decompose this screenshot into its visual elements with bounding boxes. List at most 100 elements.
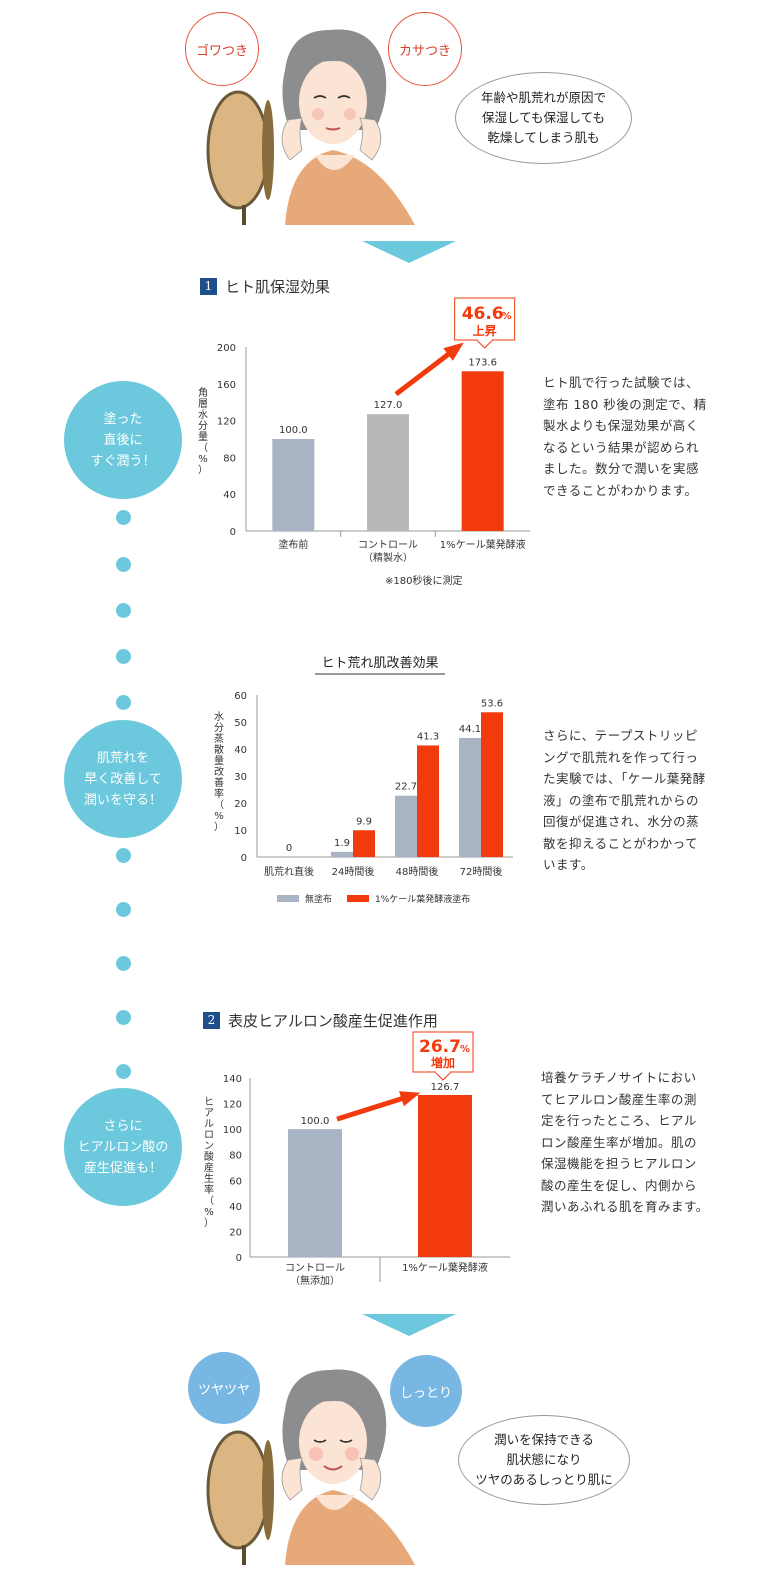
- bar-treated: [353, 830, 375, 857]
- timeline-circle-immediate: 塗った 直後に すぐ潤う！: [64, 381, 182, 499]
- desc-line: 潤いあふれる肌を育みます。: [541, 1199, 709, 1214]
- timeline-dot: [116, 695, 131, 710]
- x-category-label: 72時間後: [460, 865, 503, 878]
- callout-label: 増加: [431, 1055, 455, 1070]
- y-axis-label-char: 分: [198, 420, 208, 432]
- bar-treated: [417, 745, 439, 857]
- legend-swatch: [347, 895, 369, 902]
- timeline-dot: [116, 603, 131, 618]
- y-axis-label-char: 改: [214, 765, 224, 778]
- y-tick-label: 40: [234, 745, 247, 756]
- bubble-shittori-label: しっとり: [399, 1385, 452, 1401]
- y-axis-label-char: 水: [214, 711, 224, 723]
- circle-line: すぐ潤う！: [90, 453, 156, 469]
- callout-arrow-head-icon: [443, 342, 464, 361]
- y-tick-label: 120: [223, 1100, 242, 1111]
- x-category-label: 48時間後: [396, 865, 439, 878]
- y-axis-label: ヒアルロン酸産生率（%）: [204, 1096, 214, 1229]
- bar-value-label: 100.0: [301, 1116, 330, 1127]
- y-axis-label-char: 率: [214, 787, 224, 800]
- x-category-label: （精製水）: [363, 551, 413, 564]
- bar-value-label: 41.3: [417, 731, 439, 742]
- y-tick-label: 60: [229, 1176, 242, 1187]
- bar-value-label: 53.6: [481, 698, 503, 709]
- legend-label: 無塗布: [305, 893, 332, 905]
- x-category-label: 1%ケール葉発酵液: [440, 538, 526, 551]
- circle-line: 早く改善して: [84, 771, 162, 787]
- circle-line: さらに: [103, 1118, 143, 1134]
- callout-pointer: [433, 1071, 453, 1081]
- bar-value-label: 100.0: [279, 425, 308, 436]
- x-category-label: 1%ケール葉発酵液: [402, 1261, 488, 1274]
- speech-bubble-top: 年齢や肌荒れが原因で 保湿しても保湿しても 乾燥してしまう肌も: [455, 72, 632, 164]
- y-axis-label-char: 散: [214, 743, 224, 756]
- desc-line: なるという結果が認められ: [543, 439, 700, 455]
- speech-bubble-bottom: 潤いを保持できる 肌状態になり ツヤのあるしっとり肌に: [458, 1415, 630, 1505]
- timeline-dot: [116, 1010, 131, 1025]
- y-tick-label: 0: [230, 527, 236, 538]
- section-mid-description: さらに、テープストリッピ ングで肌荒れを作って行っ た実験では、「ケール葉発酵 …: [543, 725, 706, 876]
- desc-line: 定を行ったところ、ヒアル: [541, 1113, 697, 1128]
- timeline-circle-hyaluronic: さらに ヒアルロン酸の 産生促進も！: [64, 1088, 182, 1206]
- circle-line: ヒアルロン酸の: [77, 1139, 169, 1155]
- desc-line: 散を抑えることがわかって: [543, 835, 699, 851]
- bar: [288, 1129, 342, 1257]
- y-axis-label-char: （: [198, 442, 208, 454]
- bubble-gowatsuki-label: ゴワつき: [195, 43, 248, 59]
- timeline-dot: [116, 848, 131, 863]
- bar: [461, 371, 504, 531]
- desc-line: ヒト肌で行った試験では、: [543, 375, 700, 390]
- circle-line: 産生促進も！: [83, 1160, 162, 1176]
- y-axis-label-char: 量: [198, 431, 208, 443]
- desc-line: ングで肌荒れを作って行っ: [543, 749, 699, 765]
- section2-description: 培養ケラチノサイトにおい てヒアルロン酸産生率の測 定を行ったところ、ヒアル ロ…: [541, 1067, 709, 1218]
- top-illustration: [190, 10, 650, 225]
- timeline-dot: [116, 1064, 131, 1079]
- section1-number-badge: 1: [200, 278, 217, 295]
- y-tick-label: 200: [217, 343, 236, 354]
- bubble-kasatsuki: カサつき: [388, 12, 462, 86]
- y-axis-label-char: 率: [204, 1183, 214, 1196]
- y-tick-label: 20: [234, 799, 247, 810]
- bar-untreated: [331, 851, 353, 857]
- y-axis-label-char: 量: [214, 755, 224, 767]
- down-arrow-icon: [362, 1314, 456, 1336]
- circle-line: 直後に: [103, 432, 143, 448]
- chart-moisture: 04080120160200角層水分量（%）100.0塗布前127.0コントロー…: [198, 297, 530, 564]
- section2-heading: 2 表皮ヒアルロン酸産生促進作用: [203, 1010, 438, 1031]
- desc-line: ロン酸産生率が増加。肌の: [541, 1134, 698, 1150]
- bar-treated: [481, 712, 503, 857]
- bubble-tsuyatsuya-label: ツヤツヤ: [197, 1382, 250, 1398]
- y-axis-label-char: %: [204, 1207, 214, 1218]
- bubble-kasatsuki-label: カサつき: [398, 43, 451, 59]
- speech-line: 乾燥してしまう肌も: [487, 130, 600, 145]
- desc-line: た実験では、「ケール葉発酵: [543, 771, 706, 786]
- y-axis-label-char: ）: [204, 1217, 214, 1229]
- bubble-tsuyatsuya: ツヤツヤ: [188, 1352, 260, 1424]
- y-tick-label: 20: [229, 1227, 242, 1238]
- y-axis-label-char: 角: [198, 387, 208, 399]
- callout-box: [412, 1031, 474, 1073]
- circle-line: 肌荒れを: [96, 750, 149, 766]
- bar-untreated: [395, 795, 417, 857]
- y-axis-label-char: 分: [214, 722, 224, 734]
- callout-value: 46.6: [462, 304, 504, 324]
- bar: [367, 414, 409, 531]
- y-tick-label: 140: [223, 1074, 242, 1085]
- happy-woman-illustration: [206, 1369, 415, 1565]
- timeline-circle-rough-skin: 肌荒れを 早く改善して 潤いを守る！: [64, 720, 182, 838]
- y-axis-label-char: ヒ: [204, 1096, 214, 1108]
- y-axis-label-char: （: [204, 1195, 214, 1207]
- y-axis-label-char: 水: [198, 409, 208, 421]
- chart1-footnote: ※180秒後に測定: [385, 576, 463, 587]
- desc-line: できることがわかります。: [543, 482, 698, 498]
- x-category-label: （無添加）: [290, 1274, 340, 1287]
- timeline-dot: [116, 510, 131, 525]
- y-axis-label-char: 善: [214, 776, 224, 789]
- y-axis-label-char: 蒸: [214, 733, 224, 745]
- circle-line: 潤いを守る！: [83, 792, 162, 808]
- y-axis-label-char: ン: [204, 1141, 214, 1152]
- bar-untreated: [459, 737, 481, 857]
- x-category-label: コントロール: [285, 1263, 345, 1274]
